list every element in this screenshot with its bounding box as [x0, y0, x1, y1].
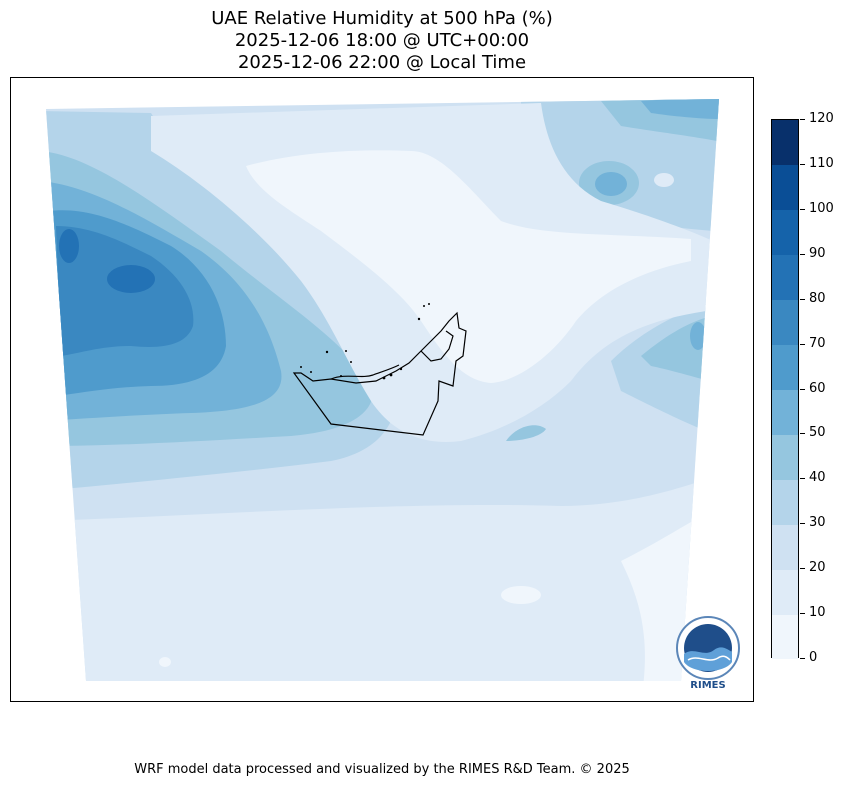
colorbar-tick-label: 10	[809, 605, 826, 621]
colorbar-tick	[800, 253, 805, 255]
colorbar-segment-70-80	[772, 299, 798, 346]
colorbar-segment-40-50	[772, 434, 798, 480]
colorbar-segment-0-10	[772, 614, 798, 660]
map-panel: RIMES	[10, 77, 754, 702]
colorbar-tick-label: 20	[809, 560, 826, 576]
colorbar-segment-100-110	[772, 164, 798, 211]
colorbar-tick-label: 70	[809, 335, 826, 351]
footer-credit: WRF model data processed and visualized …	[134, 762, 630, 777]
colorbar-tick-label: 90	[809, 245, 826, 261]
colorbar-tick	[800, 208, 805, 210]
level-80-90	[107, 265, 155, 293]
colorbar-segment-90-100	[772, 209, 798, 256]
colorbar-tick-label: 60	[809, 380, 826, 396]
level-10-20	[46, 481, 719, 681]
colorbar-tick-label: 0	[809, 650, 818, 665]
colorbar-tick	[800, 478, 805, 480]
colorbar-tick	[800, 658, 805, 659]
colorbar	[771, 119, 799, 660]
colorbar-segment-50-60	[772, 389, 798, 435]
colorbar-tick-label: 50	[809, 425, 826, 441]
rimes-logo: RIMES	[674, 614, 742, 691]
colorbar-segment-10-20	[772, 569, 798, 615]
map-title: UAE Relative Humidity at 500 hPa (%)	[211, 8, 553, 29]
colorbar-tick	[800, 523, 805, 525]
colorbar-segment-20-30	[772, 524, 798, 570]
colorbar-tick	[800, 568, 805, 570]
colorbar-tick	[800, 433, 805, 435]
level-0-10-center	[246, 150, 691, 383]
colorbar-segment-30-40	[772, 479, 798, 525]
humidity-map	[46, 99, 719, 681]
colorbar-tick	[800, 613, 805, 615]
logo-text: RIMES	[690, 680, 725, 690]
colorbar-tick-label: 120	[809, 111, 834, 126]
colorbar-tick	[800, 163, 805, 165]
colorbar-segment-80-90	[772, 254, 798, 301]
colorbar-segment-60-70	[772, 344, 798, 390]
colorbar-tick-label: 110	[809, 155, 834, 171]
uae-islands	[300, 303, 430, 380]
colorbar-tick-label: 100	[809, 200, 834, 216]
colorbar-tick	[800, 343, 805, 345]
utc-time-subtitle: 2025-12-06 18:00 @ UTC+00:00	[234, 30, 530, 51]
colorbar-tick	[800, 119, 805, 120]
colorbar-tick-label: 80	[809, 290, 826, 306]
uae-outline	[292, 311, 467, 436]
local-time-subtitle: 2025-12-06 22:00 @ Local Time	[237, 52, 527, 73]
colorbar-segment-110-120	[772, 120, 798, 166]
colorbar-tick-label: 30	[809, 515, 826, 531]
colorbar-tick	[800, 298, 805, 300]
colorbar-tick	[800, 388, 805, 390]
colorbar-tick-label: 40	[809, 470, 826, 486]
